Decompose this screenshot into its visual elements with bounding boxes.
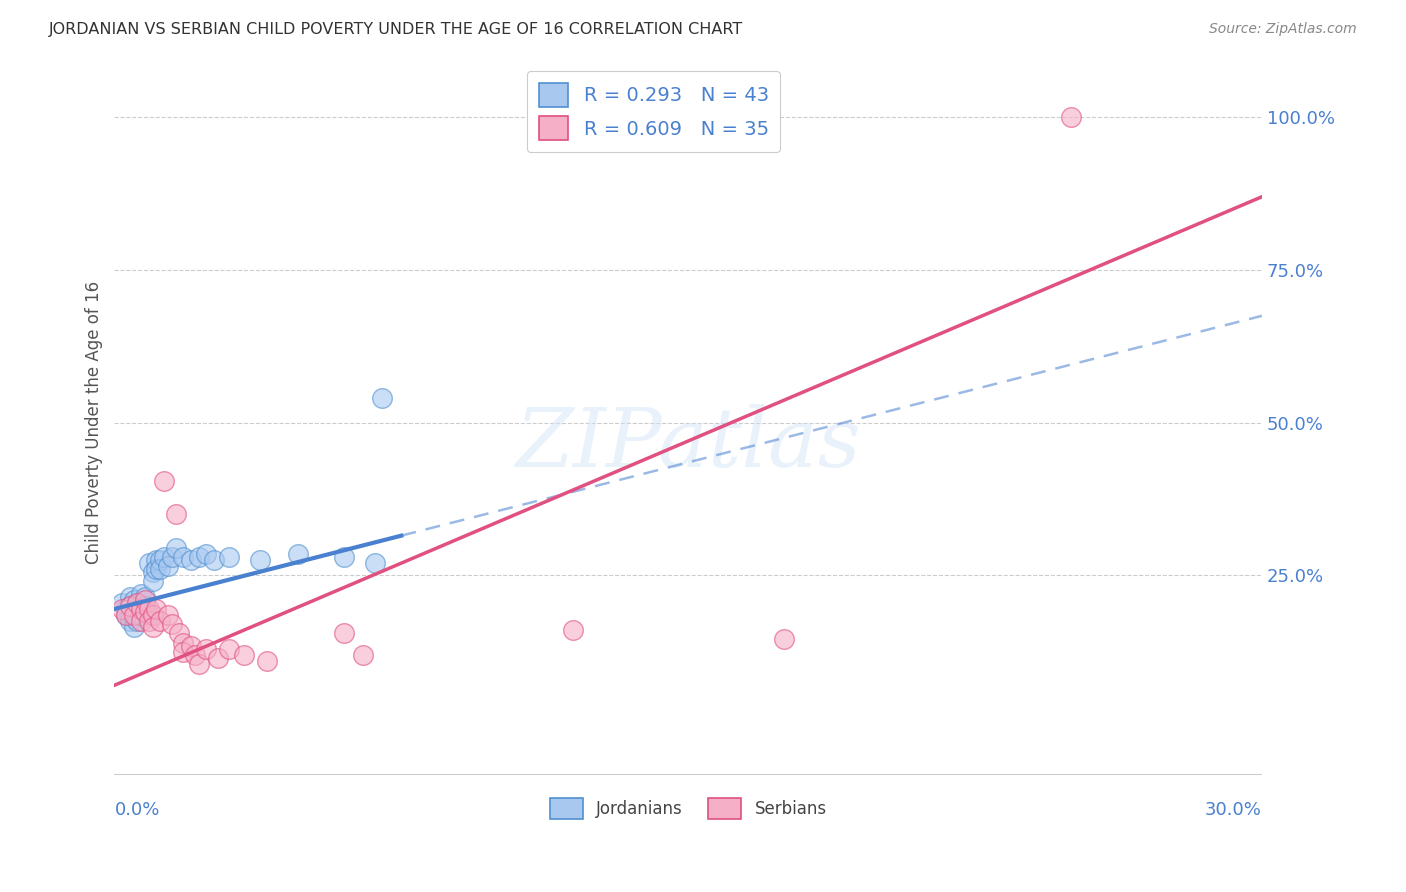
Point bbox=[127, 608, 149, 623]
Point bbox=[138, 602, 160, 616]
Point bbox=[149, 562, 172, 576]
Point bbox=[256, 654, 278, 668]
Point bbox=[134, 590, 156, 604]
Point bbox=[145, 562, 167, 576]
Point bbox=[145, 602, 167, 616]
Point bbox=[1059, 111, 1081, 125]
Point bbox=[172, 635, 194, 649]
Point bbox=[156, 559, 179, 574]
Point bbox=[122, 592, 145, 607]
Point bbox=[169, 626, 191, 640]
Point bbox=[371, 391, 394, 405]
Point bbox=[218, 549, 240, 564]
Point bbox=[111, 596, 134, 610]
Point bbox=[129, 599, 152, 613]
Point bbox=[122, 620, 145, 634]
Point bbox=[118, 599, 141, 613]
Point bbox=[287, 547, 309, 561]
Point bbox=[122, 602, 145, 616]
Point bbox=[118, 614, 141, 628]
Point bbox=[145, 553, 167, 567]
Point bbox=[333, 549, 356, 564]
Point bbox=[195, 547, 218, 561]
Point bbox=[202, 553, 225, 567]
Point bbox=[134, 599, 156, 613]
Point bbox=[129, 587, 152, 601]
Y-axis label: Child Poverty Under the Age of 16: Child Poverty Under the Age of 16 bbox=[86, 281, 103, 565]
Point bbox=[562, 624, 585, 638]
Point bbox=[218, 641, 240, 656]
Point bbox=[149, 614, 172, 628]
Point bbox=[134, 605, 156, 619]
Point bbox=[129, 608, 152, 623]
Point bbox=[160, 617, 183, 632]
Legend: Jordanians, Serbians: Jordanians, Serbians bbox=[543, 791, 834, 825]
Point bbox=[172, 549, 194, 564]
Point bbox=[180, 553, 202, 567]
Point bbox=[115, 608, 138, 623]
Point bbox=[122, 611, 145, 625]
Text: Source: ZipAtlas.com: Source: ZipAtlas.com bbox=[1209, 22, 1357, 37]
Point bbox=[772, 632, 794, 647]
Point bbox=[138, 608, 160, 623]
Point bbox=[165, 508, 187, 522]
Point bbox=[352, 648, 374, 662]
Point bbox=[129, 602, 152, 616]
Point bbox=[127, 602, 149, 616]
Point bbox=[233, 648, 256, 662]
Text: ZIPatlas: ZIPatlas bbox=[516, 404, 860, 484]
Point bbox=[180, 639, 202, 653]
Point bbox=[134, 592, 156, 607]
Point bbox=[127, 596, 149, 610]
Text: 0.0%: 0.0% bbox=[114, 801, 160, 819]
Point bbox=[142, 608, 165, 623]
Point bbox=[122, 608, 145, 623]
Point bbox=[187, 657, 209, 671]
Point bbox=[172, 645, 194, 659]
Point bbox=[165, 541, 187, 555]
Point bbox=[142, 620, 165, 634]
Point bbox=[156, 608, 179, 623]
Point bbox=[142, 574, 165, 589]
Point bbox=[127, 614, 149, 628]
Text: 30.0%: 30.0% bbox=[1205, 801, 1263, 819]
Point bbox=[138, 614, 160, 628]
Point bbox=[111, 602, 134, 616]
Point bbox=[149, 553, 172, 567]
Point bbox=[207, 650, 229, 665]
Point bbox=[153, 474, 176, 488]
Point bbox=[118, 590, 141, 604]
Point bbox=[138, 556, 160, 570]
Point bbox=[153, 549, 176, 564]
Point bbox=[142, 566, 165, 580]
Point bbox=[127, 596, 149, 610]
Point bbox=[249, 553, 271, 567]
Point bbox=[160, 549, 183, 564]
Text: JORDANIAN VS SERBIAN CHILD POVERTY UNDER THE AGE OF 16 CORRELATION CHART: JORDANIAN VS SERBIAN CHILD POVERTY UNDER… bbox=[49, 22, 744, 37]
Point bbox=[115, 602, 138, 616]
Point bbox=[118, 608, 141, 623]
Point bbox=[118, 599, 141, 613]
Point bbox=[187, 549, 209, 564]
Point bbox=[115, 608, 138, 623]
Point bbox=[363, 556, 385, 570]
Point bbox=[195, 641, 218, 656]
Point bbox=[129, 614, 152, 628]
Point bbox=[184, 648, 207, 662]
Point bbox=[333, 626, 356, 640]
